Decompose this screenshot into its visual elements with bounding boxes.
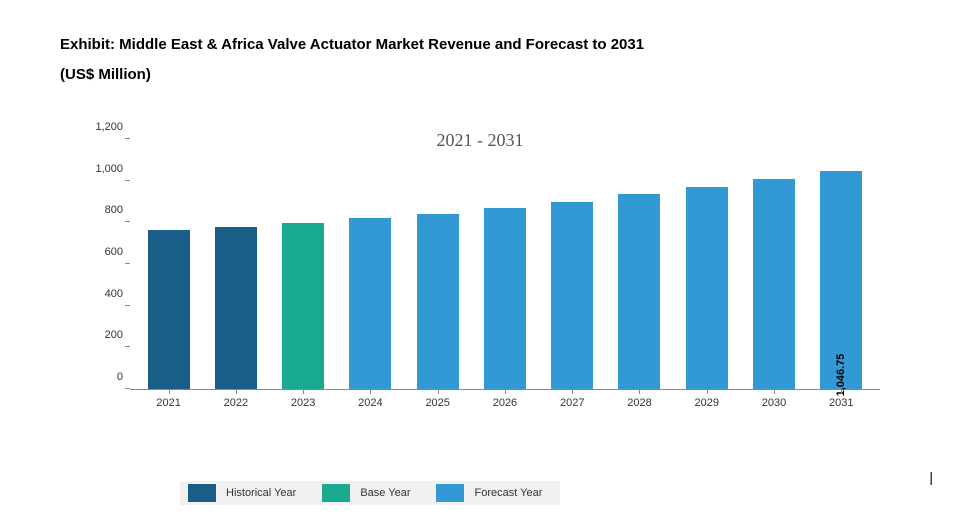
legend-swatch (188, 484, 216, 502)
x-axis-tick-mark (438, 389, 439, 394)
revenue-bar (753, 179, 795, 389)
revenue-bar (484, 208, 526, 389)
bar-wrap: 2024 (337, 140, 404, 389)
x-axis-tick-label: 2025 (425, 397, 449, 409)
x-axis-tick-label: 2028 (627, 397, 651, 409)
x-axis-tick-mark (774, 389, 775, 394)
x-axis-tick-mark (505, 389, 506, 394)
y-axis-tick-mark (125, 346, 130, 347)
revenue-bar (417, 214, 459, 389)
x-axis-tick-label: 2023 (291, 397, 315, 409)
chart-bars-container: 2021202220232024202520262027202820292030… (130, 140, 880, 389)
bar-wrap: 2025 (404, 140, 471, 389)
legend-label: Historical Year (226, 487, 296, 499)
x-axis-tick-mark (370, 389, 371, 394)
exhibit-title-block: Exhibit: Middle East & Africa Valve Actu… (0, 0, 963, 90)
legend-item: Forecast Year (428, 484, 560, 502)
legend-swatch (322, 484, 350, 502)
exhibit-title-line2: (US$ Million) (60, 60, 903, 90)
bar-wrap: 2026 (471, 140, 538, 389)
y-axis-tick-label: 1,000 (75, 163, 123, 175)
bar-wrap: 1,046.752031 (808, 140, 875, 389)
x-axis-tick-label: 2024 (358, 397, 382, 409)
bar-wrap: 2027 (539, 140, 606, 389)
revenue-bar-chart: 2021 - 2031 2021202220232024202520262027… (70, 130, 890, 430)
x-axis-tick-mark (572, 389, 573, 394)
exhibit-title-line1: Exhibit: Middle East & Africa Valve Actu… (60, 30, 903, 60)
legend-item: Historical Year (180, 484, 314, 502)
revenue-bar (215, 227, 257, 390)
x-axis-tick-label: 2030 (762, 397, 786, 409)
x-axis-tick-label: 2022 (224, 397, 248, 409)
x-axis-tick-mark (169, 389, 170, 394)
bar-wrap: 2022 (202, 140, 269, 389)
y-axis-tick-mark (125, 305, 130, 306)
legend-label: Forecast Year (474, 487, 542, 499)
x-axis-tick-mark (303, 389, 304, 394)
y-axis-tick-label: 800 (75, 204, 123, 216)
y-axis-tick-label: 0 (75, 371, 123, 383)
y-axis-tick-label: 1,200 (75, 121, 123, 133)
y-axis-tick-label: 200 (75, 329, 123, 341)
x-axis-tick-label: 2026 (493, 397, 517, 409)
bar-wrap: 2023 (270, 140, 337, 389)
revenue-bar (618, 194, 660, 389)
x-axis-tick-label: 2027 (560, 397, 584, 409)
y-axis-tick-mark (125, 263, 130, 264)
legend-swatch (436, 484, 464, 502)
x-axis-tick-label: 2029 (695, 397, 719, 409)
chart-plot-area: 2021202220232024202520262027202820292030… (130, 140, 880, 390)
y-axis-tick-mark (125, 388, 130, 389)
x-axis-tick-label: 2021 (156, 397, 180, 409)
y-axis-tick-label: 600 (75, 246, 123, 258)
legend-item: Base Year (314, 484, 428, 502)
revenue-bar (282, 223, 324, 389)
revenue-bar (551, 202, 593, 390)
chart-legend: Historical Year Base Year Forecast Year (180, 481, 560, 505)
revenue-bar (686, 187, 728, 389)
y-axis-tick-label: 400 (75, 288, 123, 300)
bar-wrap: 2029 (673, 140, 740, 389)
text-cursor-mark: | (929, 469, 933, 485)
x-axis-tick-mark (707, 389, 708, 394)
bar-wrap: 2021 (135, 140, 202, 389)
revenue-bar: 1,046.75 (820, 171, 862, 389)
y-axis-tick-mark (125, 221, 130, 222)
x-axis-tick-mark (841, 389, 842, 394)
bar-wrap: 2028 (606, 140, 673, 389)
y-axis-tick-mark (125, 138, 130, 139)
legend-label: Base Year (360, 487, 410, 499)
x-axis-tick-mark (236, 389, 237, 394)
revenue-bar (349, 218, 391, 389)
x-axis-tick-label: 2031 (829, 397, 853, 409)
y-axis-tick-mark (125, 180, 130, 181)
bar-wrap: 2030 (740, 140, 807, 389)
x-axis-tick-mark (639, 389, 640, 394)
revenue-bar (148, 230, 190, 389)
